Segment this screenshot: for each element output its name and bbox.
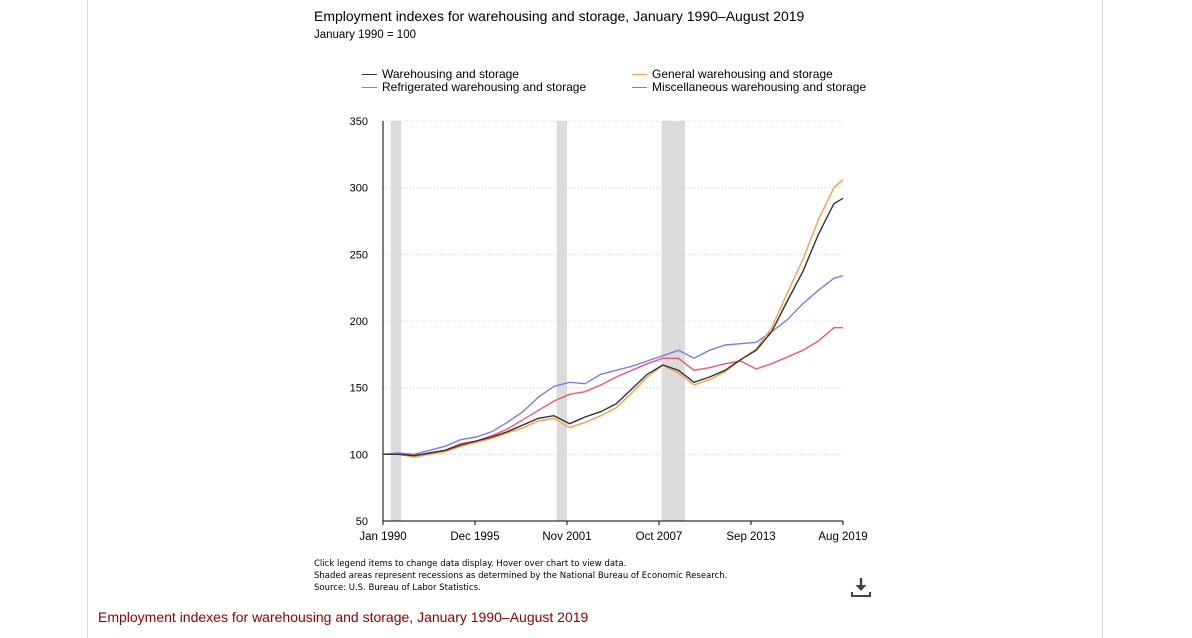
content-frame xyxy=(87,0,1103,638)
chart-title: Employment indexes for warehousing and s… xyxy=(314,8,805,24)
legend-label: Miscellaneous warehousing and storage xyxy=(652,80,867,94)
chart-subtitle: January 1990 = 100 xyxy=(314,29,416,41)
x-tick-label-4: Sep 2013 xyxy=(726,531,775,543)
x-tick-label-2: Nov 2001 xyxy=(542,531,591,543)
recession-band-1 xyxy=(556,121,567,521)
series-line-miscellaneous-warehousing-and-storage xyxy=(383,327,843,457)
legend-swatch xyxy=(632,86,647,88)
x-tick-label-5: Aug 2019 xyxy=(818,531,867,543)
y-tick-label-250: 250 xyxy=(350,249,368,261)
table-heading-link[interactable]: Employment indexes for warehousing and s… xyxy=(98,609,589,625)
legend-swatch xyxy=(632,73,647,75)
series-line-general-warehousing-and-storage xyxy=(383,179,844,458)
note-recessions: Shaded areas represent recessions as det… xyxy=(314,571,728,581)
note-instructions: Click legend items to change data displa… xyxy=(314,559,627,569)
note-source: Source: U.S. Bureau of Labor Statistics. xyxy=(314,583,481,593)
x-tick-label-3: Oct 2007 xyxy=(636,531,683,543)
y-tick-label-100: 100 xyxy=(350,449,368,461)
legend-label: General warehousing and storage xyxy=(652,67,833,81)
chart-plot[interactable]: 50 100 150 200 250 300 350 Jan 1990 Dec 1995 Nov … xyxy=(0,0,1192,620)
y-tick-label-300: 300 xyxy=(350,183,368,195)
series-line-warehousing-and-storage xyxy=(383,197,844,457)
y-tick-label-150: 150 xyxy=(350,383,368,395)
legend-item-warehousing[interactable]: Warehousing and storage xyxy=(362,67,519,81)
series-line-refrigerated-warehousing-and-storage xyxy=(382,275,844,455)
y-tick-label-350: 350 xyxy=(350,116,368,128)
legend-swatch xyxy=(362,86,377,88)
legend-item-miscellaneous[interactable]: Miscellaneous warehousing and storage xyxy=(632,80,866,94)
legend-label: Warehousing and storage xyxy=(382,67,519,81)
y-tick-label-50: 50 xyxy=(356,516,368,528)
x-tick-label-1: Dec 1995 xyxy=(450,531,499,543)
chart-notes: Click legend items to change data displa… xyxy=(314,558,727,594)
y-tick-label-200: 200 xyxy=(350,316,368,328)
legend-swatch xyxy=(362,73,377,75)
x-tick-label-0: Jan 1990 xyxy=(359,531,406,543)
legend-item-refrigerated[interactable]: Refrigerated warehousing and storage xyxy=(362,80,586,94)
recession-band-2 xyxy=(661,121,685,521)
legend-item-general[interactable]: General warehousing and storage xyxy=(632,67,833,81)
legend-label: Refrigerated warehousing and storage xyxy=(382,80,587,94)
download-icon[interactable] xyxy=(848,575,874,601)
